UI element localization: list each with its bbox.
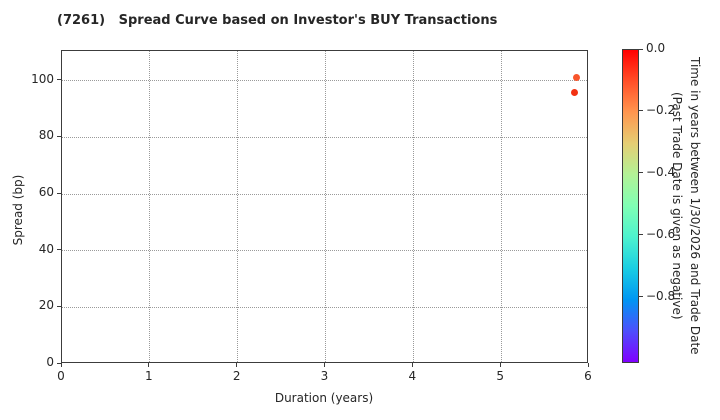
- x-tick-mark: [587, 363, 589, 367]
- y-tick-label: 80: [38, 128, 54, 143]
- y-tick-mark: [57, 305, 61, 307]
- y-tick-mark: [57, 135, 61, 137]
- x-tick-mark: [324, 363, 325, 367]
- colorbar-tick-label: −0.6: [646, 226, 676, 241]
- colorbar-label: Time in years between 1/30/2026 and Trad…: [668, 49, 704, 363]
- grid-line-x-4: [412, 51, 414, 362]
- grid-line-y-80: [62, 136, 587, 138]
- colorbar-label-line-1: Time in years between 1/30/2026 and Trad…: [688, 57, 702, 355]
- x-tick-mark: [236, 363, 238, 367]
- data-point-2: [571, 88, 579, 96]
- grid-line-x-5: [500, 51, 502, 362]
- grid-line-x-2: [237, 51, 239, 362]
- y-tick-label: 100: [31, 71, 54, 86]
- x-tick-label: 4: [408, 369, 417, 383]
- y-tick-mark: [57, 192, 61, 194]
- grid-line-x-3: [325, 51, 326, 362]
- colorbar-tick-label: −0.4: [646, 164, 676, 179]
- colorbar-tick-mark: [639, 48, 643, 50]
- grid-line-y-20: [62, 306, 587, 308]
- x-tick-label: 0: [57, 369, 65, 383]
- y-axis-label: Spread (bp): [11, 174, 25, 246]
- colorbar-tick-label: 0.0: [646, 41, 666, 55]
- x-tick-label: 3: [320, 369, 329, 383]
- grid-line-y-40: [62, 250, 587, 252]
- x-tick-mark: [148, 363, 150, 367]
- y-tick-mark: [57, 79, 61, 81]
- colorbar: [622, 49, 639, 363]
- x-tick-label: 5: [496, 369, 504, 383]
- y-tick-label: 0: [46, 355, 54, 369]
- x-tick-mark: [411, 363, 413, 367]
- grid-line-x-1: [149, 51, 151, 362]
- colorbar-tick-mark: [639, 172, 643, 174]
- colorbar-tick-label: −0.2: [646, 102, 676, 117]
- y-tick-label: 40: [38, 241, 54, 256]
- data-point-1: [573, 74, 581, 82]
- plot-area: [61, 50, 588, 363]
- colorbar-tick-label: −0.8: [646, 288, 676, 303]
- grid-line-y-100: [62, 80, 587, 82]
- x-tick-mark: [60, 363, 62, 367]
- colorbar-tick-mark: [639, 234, 643, 236]
- x-tick-mark: [499, 363, 501, 367]
- y-tick-mark: [57, 362, 61, 364]
- colorbar-label-line-2: (Past Trade Date is given as negative): [670, 92, 684, 320]
- y-tick-label: 20: [38, 298, 54, 313]
- y-tick-mark: [57, 249, 61, 251]
- y-tick-label: 60: [38, 185, 54, 200]
- x-tick-label: 6: [584, 369, 592, 383]
- chart-title: (7261) Spread Curve based on Investor's …: [57, 13, 498, 28]
- colorbar-tick-mark: [639, 296, 643, 298]
- x-tick-label: 2: [232, 369, 241, 383]
- grid-line-y-60: [62, 193, 587, 195]
- x-tick-label: 1: [145, 369, 153, 383]
- colorbar-tick-mark: [639, 110, 643, 112]
- x-axis-label: Duration (years): [274, 391, 374, 405]
